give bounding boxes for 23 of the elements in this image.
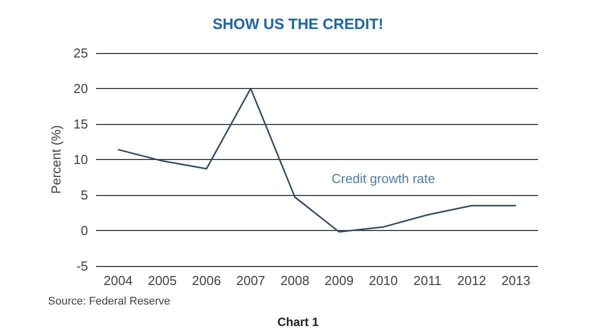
x-tick-label: 2010 xyxy=(368,273,398,288)
y-tick-label: 15 xyxy=(74,116,88,132)
x-tick-label: 2009 xyxy=(324,273,354,288)
line-series xyxy=(117,88,517,233)
y-tick-label: 5 xyxy=(80,188,88,202)
y-tick-label: 0 xyxy=(80,223,88,238)
x-tick-label: 2008 xyxy=(280,273,310,288)
y-axis-title: Percent (%) xyxy=(48,125,64,194)
x-tick-label: 2006 xyxy=(192,273,221,288)
x-tick-label: 2012 xyxy=(457,273,486,288)
x-tick-label: 2013 xyxy=(501,273,530,288)
y-tick-label: 25 xyxy=(74,46,88,60)
y-tick-label: 10 xyxy=(74,152,88,167)
x-tick-label: 2007 xyxy=(236,273,266,288)
x-tick-label: 2004 xyxy=(104,273,133,288)
y-tick-label: 20 xyxy=(74,81,88,96)
y-tick-label: -5 xyxy=(76,258,88,274)
chart-title: SHOW US THE CREDIT! xyxy=(212,16,384,33)
caption: Chart 1 xyxy=(277,315,319,329)
x-tick-label: 2011 xyxy=(414,273,442,288)
text: Credit growth rate xyxy=(332,171,435,186)
x-tick-label: 2005 xyxy=(148,273,177,288)
source-note: Source: Federal Reserve xyxy=(48,296,170,308)
